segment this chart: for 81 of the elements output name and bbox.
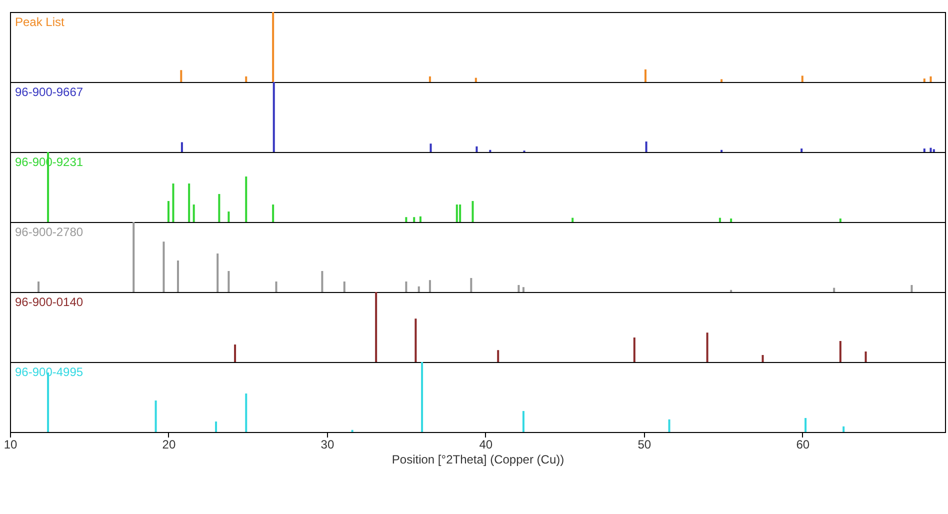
bar <box>930 76 932 82</box>
bar <box>188 184 190 222</box>
bar <box>418 286 420 292</box>
bar <box>421 362 424 432</box>
bar <box>800 148 803 152</box>
bar <box>472 201 474 222</box>
bar <box>459 204 462 222</box>
bar <box>470 278 472 292</box>
bar <box>839 341 842 362</box>
bar <box>216 254 219 292</box>
bar <box>245 394 248 432</box>
bar <box>633 338 636 362</box>
text: Peak List <box>15 15 66 29</box>
bar <box>162 242 165 292</box>
x-axis-title: Position [°2Theta] (Copper (Cu)) <box>392 452 564 466</box>
series-label: 96-900-4995 <box>15 365 84 379</box>
bar <box>405 217 408 222</box>
bar <box>839 218 842 222</box>
bar <box>428 280 431 292</box>
bar <box>272 204 274 222</box>
bar <box>668 419 670 432</box>
bar <box>234 344 236 362</box>
bar <box>245 176 248 222</box>
text: 96-900-2780 <box>15 225 84 239</box>
bar <box>522 287 524 292</box>
bar <box>180 142 183 152</box>
bar <box>228 212 230 222</box>
bar <box>923 148 926 152</box>
bar <box>428 76 431 82</box>
bar <box>730 218 732 222</box>
bar <box>644 69 646 82</box>
bar <box>343 282 346 292</box>
x-tick-label: 50 <box>638 438 652 452</box>
bar <box>172 184 174 222</box>
bar <box>518 285 520 292</box>
bar <box>218 194 220 222</box>
bar <box>275 282 278 292</box>
x-tick-label: 60 <box>796 438 810 452</box>
bar <box>414 318 417 362</box>
bar <box>167 201 170 222</box>
bar <box>923 78 926 82</box>
bar <box>572 218 574 222</box>
bar <box>456 204 458 222</box>
text: 96-900-0140 <box>15 295 84 309</box>
bar <box>176 260 179 292</box>
bar <box>833 288 836 292</box>
bar <box>476 146 478 152</box>
bar <box>864 352 867 362</box>
bar <box>762 355 764 362</box>
bar <box>154 400 157 432</box>
bar <box>419 216 422 222</box>
bar <box>405 282 408 292</box>
text: 96-900-9667 <box>15 85 84 99</box>
bar <box>132 222 135 292</box>
bar <box>522 411 524 432</box>
x-tick-label: 40 <box>479 438 493 452</box>
bar <box>228 271 230 292</box>
bar <box>645 142 648 152</box>
bar <box>474 78 477 82</box>
bar <box>930 148 932 152</box>
x-tick-label: 10 <box>4 438 18 452</box>
bar <box>718 218 721 222</box>
bar <box>215 422 218 432</box>
bar <box>413 217 416 222</box>
x-tick-label: 20 <box>162 438 176 452</box>
bar <box>801 76 804 82</box>
x-tick-label: 30 <box>320 438 334 452</box>
bar <box>430 144 432 152</box>
bar <box>375 292 378 362</box>
bar <box>321 271 324 292</box>
bar <box>192 204 195 222</box>
bar <box>180 70 182 82</box>
bar <box>720 79 723 82</box>
bar <box>932 149 935 152</box>
bar <box>804 418 807 432</box>
bar <box>497 350 500 362</box>
bar <box>245 76 248 82</box>
bar <box>842 426 845 432</box>
bar <box>38 282 40 292</box>
bar <box>910 285 913 292</box>
bar <box>706 332 708 362</box>
